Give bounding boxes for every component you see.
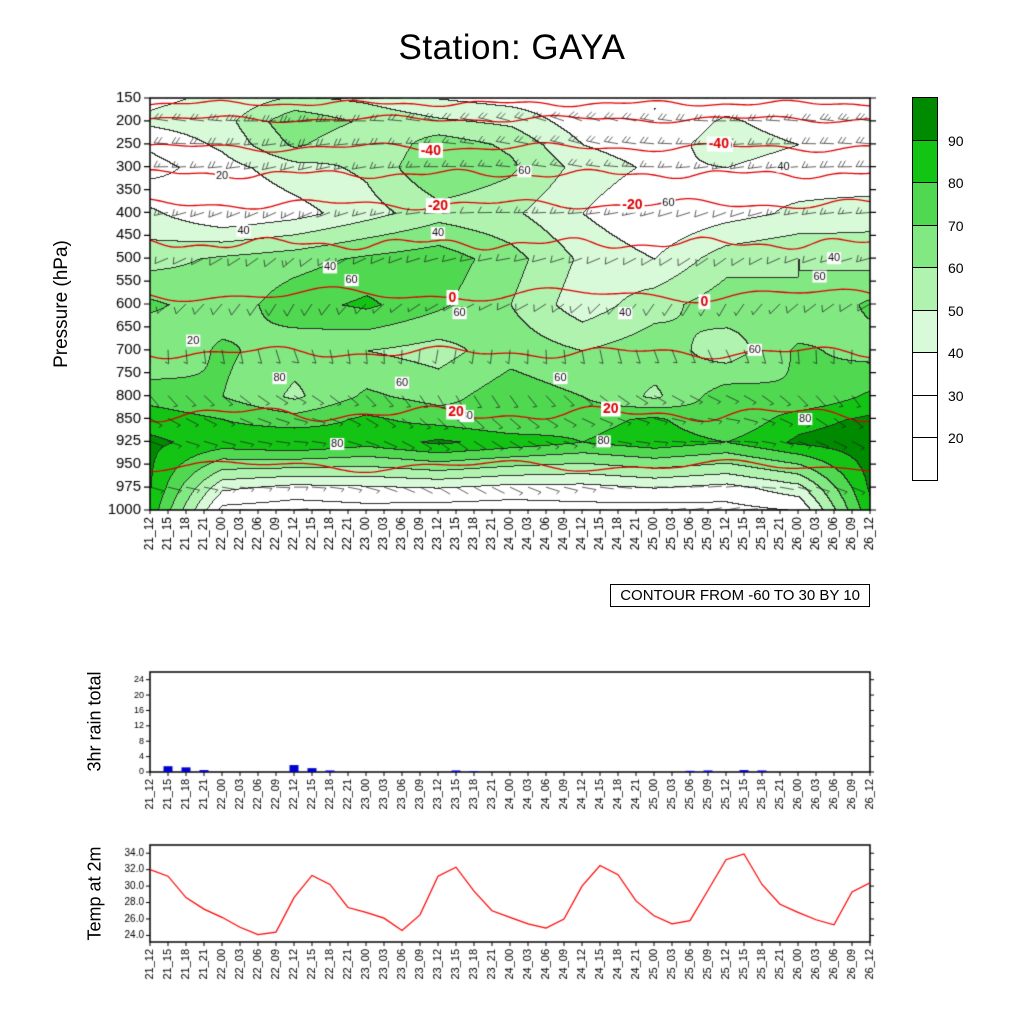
rain-axis-label: 3hr rain total [84,671,105,772]
colorbar-label: 80 [948,175,964,191]
colorbar-swatch [912,394,938,438]
pressure-axis-label: Pressure (hPa) [51,240,72,368]
page-title: Station: GAYA [398,28,626,67]
colorbar-label: 30 [948,387,964,404]
colorbar-label: 90 [948,132,964,149]
colorbar-swatch [912,437,938,481]
colorbar-swatch [912,309,938,353]
colorbar-swatch [912,97,938,141]
temp-canvas [105,833,895,1013]
temp-axis-label: Temp at 2m [84,846,105,941]
colorbar-swatch [912,139,938,183]
colorbar-label: 40 [948,345,964,361]
colorbar-label: 60 [948,260,964,276]
colorbar-swatch [912,224,938,268]
colorbar-label: 50 [948,302,964,319]
colorbar-swatch [912,182,938,226]
colorbar-label: 70 [948,217,964,234]
rain-canvas [105,655,895,830]
colorbar: 90 80 70 60 50 40 30 20 [912,97,982,481]
colorbar-swatch [912,267,938,311]
colorbar-swatch [912,352,938,396]
cross-section-canvas [105,88,895,578]
contour-note: CONTOUR FROM -60 TO 30 BY 10 [610,584,870,607]
colorbar-label: 20 [948,430,964,446]
